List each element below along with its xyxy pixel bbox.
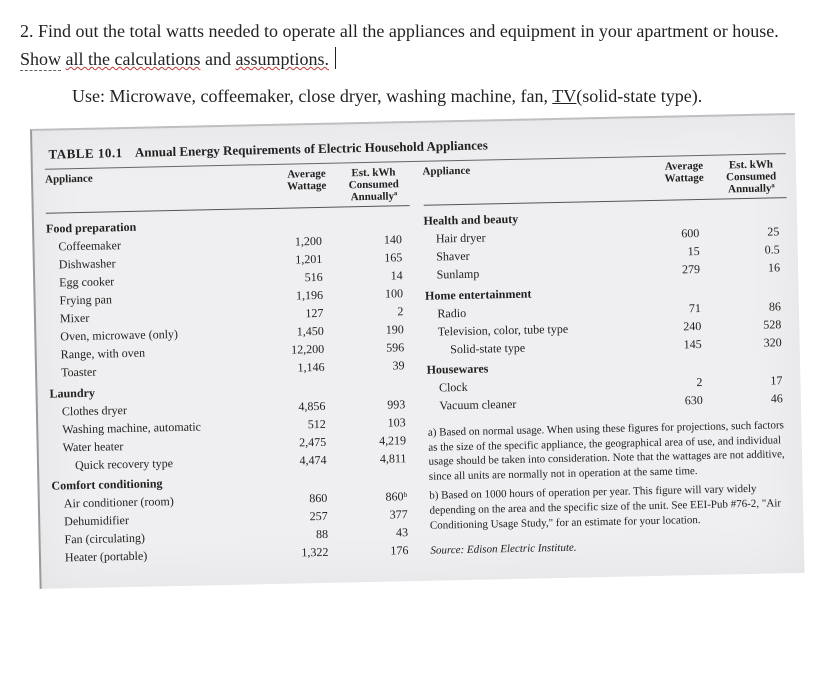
est-kwh: 43 (338, 525, 416, 542)
est-kwh: 86 (711, 299, 789, 316)
avg-wattage: 1,201 (258, 252, 332, 269)
tv-underlined: TV( (552, 86, 582, 106)
est-kwh: 16 (710, 260, 788, 277)
question-text-1: 2. Find out the total watts needed to op… (20, 21, 779, 41)
est-kwh: 993 (335, 397, 413, 414)
avg-wattage: 240 (637, 318, 711, 335)
word-assumptions: assumptions. (235, 49, 329, 69)
avg-wattage: 257 (264, 509, 338, 526)
footnotes: a) Based on normal usage. When using the… (428, 408, 794, 558)
avg-wattage: 516 (259, 270, 333, 287)
appliance-name: Heater (portable) (53, 546, 265, 565)
est-kwh: 4,811 (336, 451, 414, 468)
table-number: TABLE 10.1 (48, 145, 122, 162)
table-left-column: Appliance Average Wattage Est. kWh Consu… (45, 166, 417, 570)
avg-wattage: 1,322 (264, 545, 338, 562)
est-kwh: 25 (709, 224, 787, 241)
avg-wattage: 15 (636, 244, 710, 261)
avg-wattage: 4,856 (261, 398, 335, 415)
avg-wattage: 1,450 (260, 324, 334, 341)
est-kwh: 377 (338, 507, 416, 524)
est-kwh: 17 (712, 373, 790, 390)
est-kwh: 14 (333, 268, 411, 285)
avg-wattage: 12,200 (260, 342, 334, 359)
est-kwh: 46 (713, 391, 791, 408)
est-kwh: 320 (711, 335, 789, 352)
col-head-right: Appliance Average Wattage Est. kWh Consu… (422, 158, 786, 206)
col-head-avg: Average Wattage (274, 167, 339, 205)
table-title: Annual Energy Requirements of Electric H… (135, 137, 488, 159)
col-head-appliance: Appliance (45, 169, 275, 210)
avg-wattage: 4,474 (262, 452, 336, 469)
est-kwh: 165 (332, 250, 410, 267)
avg-wattage: 630 (639, 393, 713, 410)
col-head-est: Est. kWh Consumed Annuallyª (338, 166, 409, 204)
avg-wattage: 2 (638, 375, 712, 392)
avg-wattage: 279 (636, 262, 710, 279)
avg-wattage: 71 (637, 300, 711, 317)
avg-wattage: 2,475 (262, 434, 336, 451)
est-kwh: 0.5 (710, 242, 788, 259)
avg-wattage: 1,200 (258, 234, 332, 251)
avg-wattage: 88 (264, 527, 338, 544)
est-kwh: 860ᵇ (337, 489, 415, 506)
table-scan: TABLE 10.1 Annual Energy Requirements of… (30, 113, 804, 588)
est-kwh: 103 (336, 415, 414, 432)
avg-wattage: 1,196 (259, 288, 333, 305)
est-kwh: 140 (332, 232, 410, 249)
est-kwh: 528 (711, 317, 789, 334)
question-space-2: and (205, 49, 236, 69)
col-head-est-r: Est. kWh Consumed Annuallyª (716, 158, 787, 196)
est-kwh: 2 (333, 304, 411, 321)
est-kwh: 100 (333, 286, 411, 303)
avg-wattage: 600 (635, 226, 709, 243)
footnote-b: b) Based on 1000 hours of operation per … (429, 481, 793, 533)
text-cursor (335, 47, 336, 69)
question-block: 2. Find out the total watts needed to op… (0, 0, 813, 80)
phrase-all-calculations: all the calculations (66, 49, 201, 69)
est-kwh: 596 (334, 340, 412, 357)
table-right-column: Appliance Average Wattage Est. kWh Consu… (422, 158, 794, 562)
avg-wattage: 127 (259, 306, 333, 323)
col-head-avg-r: Average Wattage (652, 159, 717, 197)
avg-wattage: 1,146 (260, 360, 334, 377)
avg-wattage: 145 (638, 336, 712, 353)
est-kwh: 176 (338, 543, 416, 560)
est-kwh: 4,219 (336, 433, 414, 450)
use-suffix: solid-state type). (582, 86, 702, 106)
footnote-a: a) Based on normal usage. When using the… (428, 418, 793, 485)
est-kwh: 39 (334, 358, 412, 375)
avg-wattage: 512 (262, 416, 336, 433)
table-source: Source: Edison Electric Institute. (430, 530, 794, 558)
word-show-dashed: Show (20, 49, 61, 71)
col-head-left: Appliance Average Wattage Est. kWh Consu… (45, 166, 409, 214)
use-prefix: Use: Microwave, coffeemaker, close dryer… (72, 86, 552, 106)
col-head-appliance-r: Appliance (422, 161, 652, 202)
avg-wattage: 860 (263, 491, 337, 508)
est-kwh: 190 (334, 322, 412, 339)
